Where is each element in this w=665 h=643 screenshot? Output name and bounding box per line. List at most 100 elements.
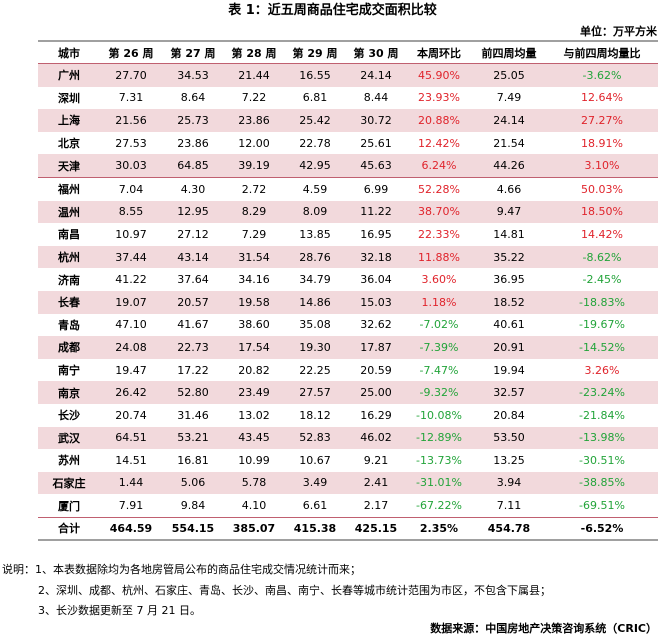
cell-city: 温州	[38, 200, 100, 224]
cell-w30: 32.18	[346, 245, 406, 269]
cell-w29: 27.57	[284, 381, 346, 404]
cell-avg4: 9.47	[472, 200, 546, 224]
table-title: 表 1：近五周商品住宅成交面积比较	[228, 3, 437, 18]
table-row: 苏州 14.51 16.81 10.99 10.67 9.21 -13.73% 13.25 -3…	[38, 449, 658, 472]
total-avg4: 454.78	[472, 516, 546, 541]
cell-w29: 13.85	[299, 227, 331, 241]
cell-w29: 25.42	[284, 109, 346, 132]
transaction-area-table: 城市 第 26 周 第 27 周 第 28 周 第 29 周 第 30 周 本周…	[38, 40, 658, 541]
cell-city: 南京	[38, 381, 100, 404]
cell-w27: 31.46	[177, 408, 209, 422]
data-source: 数据来源：中国房地产决策咨询系统（CRIC）	[430, 622, 657, 635]
table-row: 北京 27.53 23.86 12.00 22.78 25.61 12.42% 21.54 18…	[38, 132, 658, 155]
cell-wow: 20.88%	[406, 109, 472, 132]
cell-city: 杭州	[38, 245, 100, 269]
table-total-row: 合计 464.59 554.15 385.07 415.38 425.15 2.…	[38, 516, 658, 541]
cell-wow: 45.90%	[406, 63, 472, 87]
table-row: 福州 7.04 4.30 2.72 4.59 6.99 52.28% 4.66 50.03%	[38, 176, 658, 201]
cell-avg4: 18.52	[472, 290, 546, 314]
cell-city: 广州	[38, 63, 100, 87]
cell-w30: 45.63	[346, 154, 406, 178]
cell-w28: 19.58	[224, 290, 284, 314]
header-city: 城市	[38, 40, 100, 64]
cell-w28: 7.22	[241, 91, 267, 105]
cell-w28: 7.29	[241, 227, 267, 241]
cell-w29: 6.61	[302, 499, 328, 513]
cell-wow: 23.93%	[418, 91, 460, 105]
cell-w26: 14.51	[115, 453, 147, 467]
table-row: 成都 24.08 22.73 17.54 19.30 17.87 -7.39% 20.91 -1…	[38, 336, 658, 359]
cell-w26: 19.07	[100, 290, 162, 314]
table-row: 长春 19.07 20.57 19.58 14.86 15.03 1.18% 18.52 -18…	[38, 290, 658, 314]
cell-w27: 8.64	[180, 91, 206, 105]
cell-vs-avg: -18.83%	[546, 290, 658, 314]
cell-w30: 15.03	[346, 290, 406, 314]
cell-w27: 41.67	[177, 318, 209, 332]
cell-avg4: 40.61	[493, 318, 525, 332]
cell-avg4: 20.84	[493, 408, 525, 422]
cell-w30: 2.41	[346, 471, 406, 495]
cell-w27: 20.57	[162, 290, 224, 314]
total-w27: 554.15	[162, 516, 224, 541]
cell-vs-avg: 18.50%	[546, 200, 658, 224]
header-week-30: 第 30 周	[346, 40, 406, 64]
cell-w28: 17.54	[224, 336, 284, 359]
cell-w30: 9.21	[363, 453, 389, 467]
cell-w27: 25.73	[162, 109, 224, 132]
note-3: 3、长沙数据更新至 7 月 21 日。	[38, 604, 201, 617]
cell-w28: 20.82	[238, 363, 270, 377]
cell-city: 南宁	[58, 364, 80, 378]
cell-w27: 22.73	[162, 336, 224, 359]
cell-w30: 6.99	[346, 176, 406, 201]
unit-label: 单位：万平方米	[580, 25, 657, 38]
cell-wow: -12.89%	[406, 426, 472, 450]
cell-w29: 4.59	[284, 176, 346, 201]
cell-w27: 27.12	[177, 227, 209, 241]
table-row: 济南 41.22 37.64 34.16 34.79 36.04 3.60% 36.95 -2.…	[38, 268, 658, 291]
cell-w28: 31.54	[224, 245, 284, 269]
cell-w26: 26.42	[100, 381, 162, 404]
cell-city: 北京	[58, 137, 80, 151]
cell-w27: 12.95	[162, 200, 224, 224]
cell-w27: 16.81	[177, 453, 209, 467]
cell-w26: 27.70	[100, 63, 162, 87]
total-w26: 464.59	[100, 516, 162, 541]
cell-w26: 8.55	[100, 200, 162, 224]
cell-w29: 3.49	[284, 471, 346, 495]
cell-w27: 53.21	[162, 426, 224, 450]
cell-w27: 37.64	[177, 273, 209, 287]
cell-city: 成都	[38, 336, 100, 359]
cell-avg4: 20.91	[472, 336, 546, 359]
cell-w26: 1.44	[100, 471, 162, 495]
cell-city: 济南	[58, 273, 80, 287]
header-vs-avg: 与前四周均量比	[546, 40, 658, 64]
table-row: 南宁 19.47 17.22 20.82 22.25 20.59 -7.47% 19.94 3.…	[38, 359, 658, 382]
cell-w30: 8.44	[363, 91, 389, 105]
cell-wow: -13.73%	[416, 453, 462, 467]
cell-w26: 24.08	[100, 336, 162, 359]
cell-w29: 19.30	[284, 336, 346, 359]
cell-vs-avg: 12.64%	[581, 91, 623, 105]
cell-wow: -7.39%	[406, 336, 472, 359]
cell-wow: 1.18%	[406, 290, 472, 314]
table-header-row: 城市 第 26 周 第 27 周 第 28 周 第 29 周 第 30 周 本周…	[38, 40, 658, 64]
note-1: 说明：1、本表数据除均为各地房管局公布的商品住宅成交情况统计而来；	[2, 563, 361, 576]
cell-w28: 8.29	[224, 200, 284, 224]
cell-wow: 52.28%	[406, 176, 472, 201]
cell-w26: 19.47	[115, 363, 147, 377]
table-row: 温州 8.55 12.95 8.29 8.09 11.22 38.70% 9.47 18.50%	[38, 200, 658, 224]
cell-w28: 13.02	[238, 408, 270, 422]
cell-w26: 64.51	[100, 426, 162, 450]
cell-city: 上海	[38, 109, 100, 132]
cell-w30: 32.62	[360, 318, 392, 332]
cell-w29: 22.78	[299, 136, 331, 150]
cell-w29: 16.55	[284, 63, 346, 87]
cell-wow: 3.60%	[421, 273, 457, 287]
cell-vs-avg: -14.52%	[546, 336, 658, 359]
cell-w26: 20.74	[115, 408, 147, 422]
header-avg4: 前四周均量	[472, 40, 546, 64]
cell-w28: 23.86	[224, 109, 284, 132]
cell-w30: 30.72	[346, 109, 406, 132]
table-row: 长沙 20.74 31.46 13.02 18.12 16.29 -10.08% 20.84 -…	[38, 404, 658, 427]
cell-w30: 11.22	[346, 200, 406, 224]
